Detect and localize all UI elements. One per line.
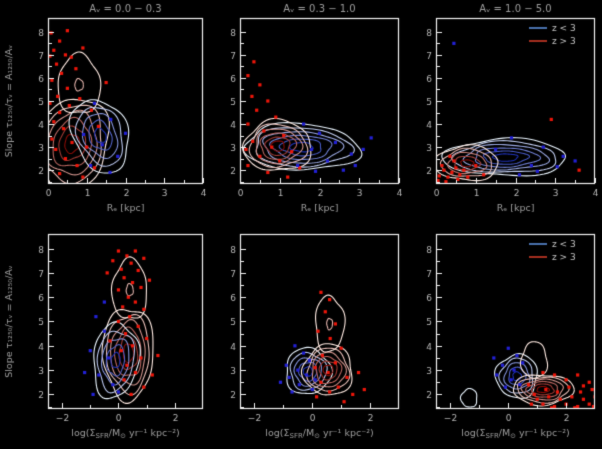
panel-sfr-av-high — [406, 224, 602, 449]
panel-re-av-low — [0, 0, 210, 224]
panel-re-av-mid — [210, 0, 406, 224]
panel-sfr-av-low — [0, 224, 210, 449]
panel-re-av-high — [406, 0, 602, 224]
panel-sfr-av-mid — [210, 224, 406, 449]
